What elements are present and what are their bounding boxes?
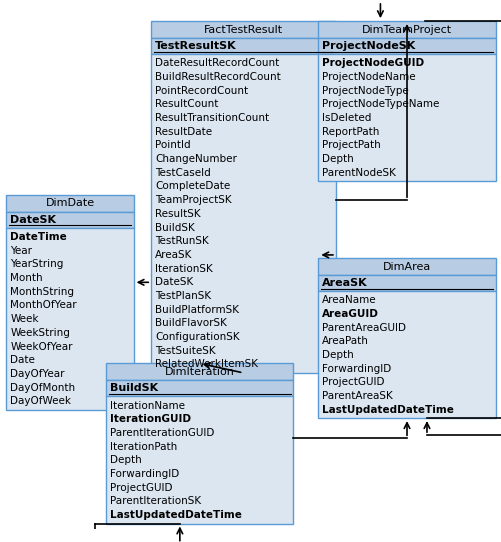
Text: DimTeamProject: DimTeamProject [361, 24, 451, 35]
Text: DimIteration: DimIteration [164, 367, 234, 377]
Bar [318, 21, 494, 38]
Text: ParentAreaGUID: ParentAreaGUID [322, 322, 406, 333]
Text: DateSK: DateSK [11, 215, 56, 224]
Text: ParentAreaSK: ParentAreaSK [322, 391, 392, 401]
Text: BuildPlatformSK: BuildPlatformSK [155, 305, 238, 315]
Text: TestRunSK: TestRunSK [155, 236, 208, 246]
Text: TestResultSK: TestResultSK [155, 41, 236, 51]
Text: ProjectGUID: ProjectGUID [322, 377, 384, 388]
Bar [151, 21, 335, 38]
Bar [7, 195, 133, 212]
Text: ResultTransitionCount: ResultTransitionCount [155, 113, 269, 123]
Text: DateSK: DateSK [155, 278, 193, 287]
Text: Depth: Depth [322, 350, 353, 360]
Text: BuildFlavorSK: BuildFlavorSK [155, 318, 226, 328]
Text: ProjectNodeTypeName: ProjectNodeTypeName [322, 99, 439, 109]
Text: TestPlanSK: TestPlanSK [155, 291, 211, 301]
Text: DimDate: DimDate [46, 198, 94, 208]
Bar [106, 364, 293, 380]
Text: ForwardingID: ForwardingID [322, 364, 391, 373]
Text: TestSuiteSK: TestSuiteSK [155, 346, 215, 356]
Bar [318, 258, 494, 275]
Text: WeekString: WeekString [11, 328, 70, 338]
Text: ProjectPath: ProjectPath [322, 140, 380, 150]
Text: Year: Year [11, 246, 32, 256]
Bar [151, 38, 335, 54]
Text: ProjectNodeSK: ProjectNodeSK [322, 41, 415, 51]
Text: ParentNodeSK: ParentNodeSK [322, 168, 395, 178]
Bar [106, 396, 293, 524]
Text: BuildSK: BuildSK [155, 223, 194, 233]
Text: RelatedWorkItemSK: RelatedWorkItemSK [155, 359, 258, 370]
Text: ForwardingID: ForwardingID [110, 469, 179, 479]
Text: BuildResultRecordCount: BuildResultRecordCount [155, 72, 281, 82]
Bar [318, 275, 494, 291]
Text: ResultDate: ResultDate [155, 127, 212, 137]
Bar [318, 38, 494, 54]
Text: TeamProjectSK: TeamProjectSK [155, 195, 231, 205]
Text: ParentIterationGUID: ParentIterationGUID [110, 428, 214, 438]
Text: Depth: Depth [110, 455, 142, 466]
Text: IterationSK: IterationSK [155, 263, 212, 274]
Text: IterationName: IterationName [110, 401, 185, 411]
Text: PointId: PointId [155, 140, 190, 150]
Text: CompleteDate: CompleteDate [155, 182, 230, 191]
Text: IterationPath: IterationPath [110, 442, 177, 451]
Text: LastUpdatedDateTime: LastUpdatedDateTime [110, 510, 241, 520]
Text: ChangeNumber: ChangeNumber [155, 154, 236, 164]
Text: IterationGUID: IterationGUID [110, 414, 191, 424]
Text: DayOfWeek: DayOfWeek [11, 396, 71, 406]
Text: Depth: Depth [322, 154, 353, 164]
Bar [106, 380, 293, 396]
Text: ConfigurationSK: ConfigurationSK [155, 332, 239, 342]
Bar [318, 291, 494, 418]
Bar [318, 54, 494, 181]
Text: MonthString: MonthString [11, 287, 74, 297]
Text: TestCaseId: TestCaseId [155, 168, 210, 178]
Text: PointRecordCount: PointRecordCount [155, 86, 248, 95]
Text: AreaSK: AreaSK [322, 278, 367, 288]
Text: AreaSK: AreaSK [155, 250, 192, 260]
Text: DateResultRecordCount: DateResultRecordCount [155, 58, 279, 68]
Text: DateTime: DateTime [11, 232, 67, 242]
Text: DimArea: DimArea [382, 262, 430, 272]
Text: Month: Month [11, 273, 43, 283]
Text: LastUpdatedDateTime: LastUpdatedDateTime [322, 405, 453, 415]
Text: FactTestResult: FactTestResult [203, 24, 283, 35]
Text: ProjectNodeName: ProjectNodeName [322, 72, 415, 82]
Text: ReportPath: ReportPath [322, 127, 379, 137]
Bar [7, 228, 133, 410]
Text: BuildSK: BuildSK [110, 383, 158, 393]
Text: ProjectGUID: ProjectGUID [110, 483, 172, 493]
Text: YearString: YearString [11, 260, 64, 269]
Text: AreaPath: AreaPath [322, 336, 369, 346]
Text: MonthOfYear: MonthOfYear [11, 300, 77, 311]
Text: DayOfMonth: DayOfMonth [11, 383, 75, 392]
Bar [7, 212, 133, 228]
Text: ParentIterationSK: ParentIterationSK [110, 496, 201, 506]
Text: WeekOfYear: WeekOfYear [11, 341, 73, 352]
Text: ResultSK: ResultSK [155, 209, 200, 219]
Text: Date: Date [11, 355, 35, 365]
Text: ProjectNodeGUID: ProjectNodeGUID [322, 58, 424, 68]
Text: AreaGUID: AreaGUID [322, 309, 379, 319]
Text: ResultCount: ResultCount [155, 99, 218, 109]
Text: DayOfYear: DayOfYear [11, 369, 65, 379]
Text: ProjectNodeType: ProjectNodeType [322, 86, 408, 95]
Text: IsDeleted: IsDeleted [322, 113, 371, 123]
Text: Week: Week [11, 314, 39, 324]
Bar [151, 54, 335, 373]
Text: AreaName: AreaName [322, 295, 376, 305]
